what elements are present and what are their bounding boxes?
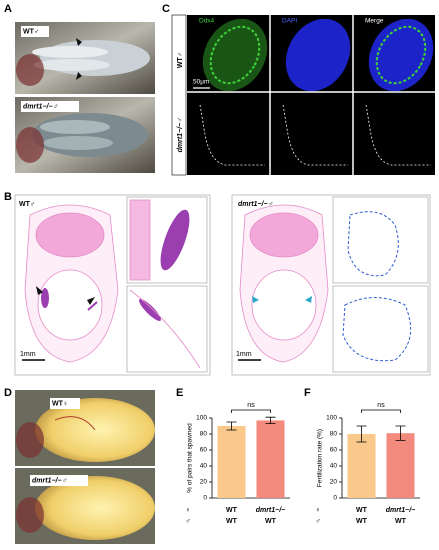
error-bar [356, 425, 367, 443]
mutant-label: dmrt1−/−♂ [238, 201, 273, 208]
x-tick-label: WT [226, 507, 238, 514]
histology-wt [14, 194, 211, 376]
y-tick-label: 100 [326, 415, 337, 422]
x-tick-label: WT [265, 518, 277, 525]
wt-label: WT♀ [52, 400, 68, 407]
y-tick-label: 40 [330, 463, 338, 470]
significance-bracket [231, 409, 271, 413]
bar [386, 433, 415, 498]
x-tick-label: dmrt1−/− [386, 507, 416, 514]
mutant-label: dmrt1−/−♂ [177, 118, 184, 153]
error-bar [265, 416, 276, 424]
row-symbol: ♀ [315, 507, 320, 514]
panel-label: E [176, 387, 183, 399]
x-tick-label: WT [395, 518, 407, 525]
photo-wt [15, 22, 155, 94]
row-label-column [171, 14, 187, 176]
x-tick-label: dmrt1−/− [256, 507, 286, 514]
x-tick-label: WT [356, 507, 368, 514]
wt-label: WT♂ [23, 28, 39, 35]
bar [217, 426, 246, 498]
significance-label: ns [377, 402, 385, 409]
mutant-label: dmrt1−/−♂ [23, 103, 58, 110]
channel-label: DAPI [282, 18, 297, 25]
panel-label: A [4, 3, 12, 15]
channel-label: Merge [365, 18, 384, 25]
label-box [30, 475, 88, 486]
x-tick-label: WT [226, 518, 238, 525]
x-tick-label: WT [356, 518, 368, 525]
y-axis-label: Fertilization rate (%) [317, 429, 324, 487]
photo-mutant [15, 97, 155, 173]
wt-label: WT♂ [19, 201, 35, 208]
significance-bracket [361, 409, 401, 413]
panel-label: D [4, 387, 12, 399]
panel-label: C [162, 3, 170, 15]
error-bar [226, 421, 237, 431]
wt-label: WT♂ [177, 52, 184, 68]
bar [347, 434, 376, 498]
row-symbol: ♂ [185, 518, 190, 525]
label-box [21, 26, 49, 37]
y-tick-label: 100 [196, 415, 207, 422]
y-axis-label: % of pairs that spawned [187, 423, 194, 493]
bar [256, 420, 285, 498]
y-tick-label: 0 [333, 495, 337, 502]
y-tick-label: 80 [200, 431, 208, 438]
y-tick-label: 40 [200, 463, 208, 470]
y-tick-label: 20 [200, 479, 208, 486]
photo-wt-female [15, 390, 155, 466]
row-symbol: ♀ [185, 507, 190, 514]
scale-label: 50μm [193, 79, 209, 86]
label-box [50, 398, 80, 409]
significance-label: ns [247, 402, 255, 409]
mutant-label: dmrt1−/−♂ [32, 477, 67, 484]
micrographs [187, 15, 435, 175]
panel-label: F [304, 387, 311, 399]
scale-label: 1mm [20, 351, 36, 358]
panel-label: B [4, 191, 12, 203]
y-tick-label: 60 [330, 447, 338, 454]
label-box [21, 101, 79, 112]
y-tick-label: 0 [203, 495, 207, 502]
scale-label: 1mm [236, 351, 252, 358]
y-tick-label: 60 [200, 447, 208, 454]
histology-mutant [231, 194, 431, 376]
row-symbol: ♂ [315, 518, 320, 525]
y-tick-label: 80 [330, 431, 338, 438]
y-tick-label: 20 [330, 479, 338, 486]
channel-label: Ddx4 [199, 18, 215, 25]
error-bar [395, 425, 406, 441]
